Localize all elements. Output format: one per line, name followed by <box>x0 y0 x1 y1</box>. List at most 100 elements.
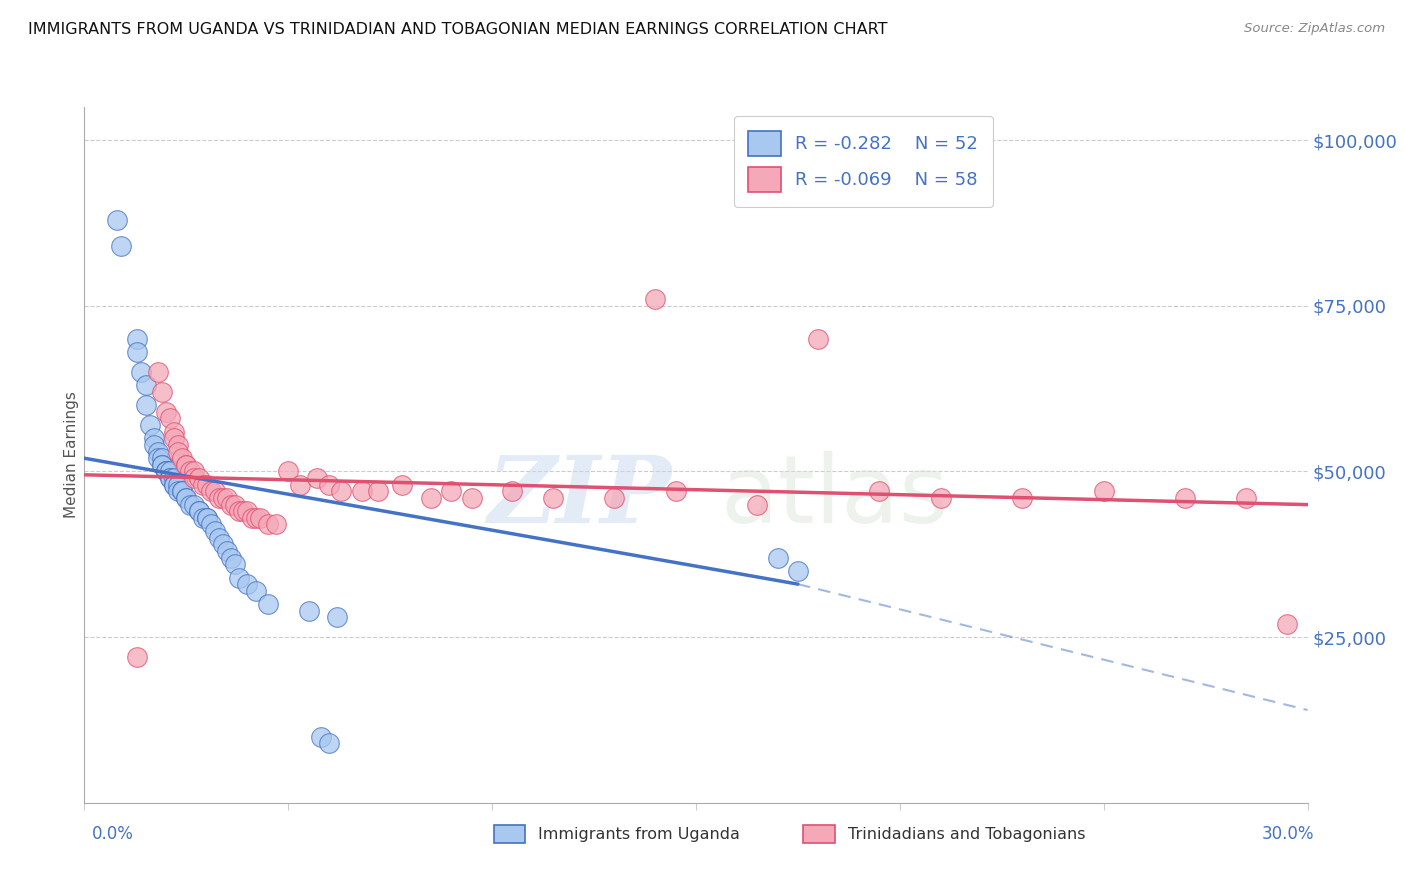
Point <box>150 458 173 472</box>
Point <box>172 451 194 466</box>
Point <box>1236 491 1258 505</box>
Point <box>159 465 181 479</box>
Legend: R = -0.282    N = 52, R = -0.069    N = 58: R = -0.282 N = 52, R = -0.069 N = 58 <box>734 116 993 207</box>
Point <box>163 477 186 491</box>
Point <box>318 477 340 491</box>
Text: Immigrants from Uganda: Immigrants from Uganda <box>538 827 741 841</box>
Point <box>200 484 222 499</box>
Point <box>305 471 328 485</box>
Point <box>208 491 231 505</box>
Point <box>163 471 186 485</box>
Point <box>219 498 242 512</box>
Point <box>461 491 484 505</box>
Point <box>240 511 263 525</box>
Text: IMMIGRANTS FROM UGANDA VS TRINIDADIAN AND TOBAGONIAN MEDIAN EARNINGS CORRELATION: IMMIGRANTS FROM UGANDA VS TRINIDADIAN AN… <box>28 22 887 37</box>
Point <box>420 491 443 505</box>
Point <box>131 365 153 379</box>
Point <box>440 484 463 499</box>
Point <box>163 477 186 491</box>
Point <box>257 517 280 532</box>
Point <box>807 332 830 346</box>
Point <box>195 477 218 491</box>
Point <box>212 491 235 505</box>
Point <box>245 583 267 598</box>
Point <box>228 570 250 584</box>
Point <box>264 517 287 532</box>
Point <box>155 465 177 479</box>
Point <box>191 511 214 525</box>
Point <box>150 458 173 472</box>
Point <box>142 431 165 445</box>
FancyBboxPatch shape <box>803 825 835 843</box>
Point <box>204 484 226 499</box>
Point <box>217 544 239 558</box>
Point <box>127 332 149 346</box>
Point <box>543 491 565 505</box>
Point <box>212 537 235 551</box>
Point <box>869 484 891 499</box>
Point <box>217 491 239 505</box>
Point <box>200 517 222 532</box>
Point <box>159 471 181 485</box>
Point <box>142 438 165 452</box>
Point <box>1092 484 1115 499</box>
Point <box>502 484 524 499</box>
Point <box>224 558 246 572</box>
Point <box>135 378 157 392</box>
Point <box>1277 616 1299 631</box>
Point <box>187 504 209 518</box>
Point <box>110 239 132 253</box>
Point <box>146 451 169 466</box>
Y-axis label: Median Earnings: Median Earnings <box>63 392 79 518</box>
Point <box>298 604 321 618</box>
Point <box>127 650 149 665</box>
Point <box>135 398 157 412</box>
Point <box>644 292 666 306</box>
Point <box>179 498 201 512</box>
Point <box>929 491 952 505</box>
Point <box>176 491 198 505</box>
Point <box>228 504 250 518</box>
Point <box>155 465 177 479</box>
Point <box>232 504 254 518</box>
Point <box>219 550 242 565</box>
Point <box>183 471 205 485</box>
Text: Source: ZipAtlas.com: Source: ZipAtlas.com <box>1244 22 1385 36</box>
Point <box>159 411 181 425</box>
Point <box>257 597 280 611</box>
Point <box>163 431 186 445</box>
Text: 0.0%: 0.0% <box>91 825 134 843</box>
Point <box>187 471 209 485</box>
Point <box>249 511 271 525</box>
Point <box>787 564 810 578</box>
Point <box>290 477 312 491</box>
Point <box>183 498 205 512</box>
Point <box>105 212 128 227</box>
Point <box>326 610 349 624</box>
Point <box>176 458 198 472</box>
Text: 30.0%: 30.0% <box>1263 825 1315 843</box>
Point <box>167 477 190 491</box>
Point <box>176 458 198 472</box>
Point <box>163 425 186 439</box>
Point <box>179 465 201 479</box>
Point <box>367 484 389 499</box>
Point <box>159 471 181 485</box>
Point <box>172 484 194 499</box>
FancyBboxPatch shape <box>494 825 526 843</box>
Point <box>167 484 190 499</box>
Point <box>603 491 626 505</box>
Point <box>187 504 209 518</box>
Point <box>195 511 218 525</box>
Point <box>391 477 413 491</box>
Point <box>150 451 173 466</box>
Point <box>204 524 226 538</box>
Point <box>318 736 340 750</box>
Text: ZIP: ZIP <box>488 451 672 541</box>
Point <box>747 498 769 512</box>
Point <box>309 730 332 744</box>
Point <box>150 384 173 399</box>
Point <box>127 345 149 359</box>
Point <box>1011 491 1033 505</box>
Point <box>236 577 259 591</box>
